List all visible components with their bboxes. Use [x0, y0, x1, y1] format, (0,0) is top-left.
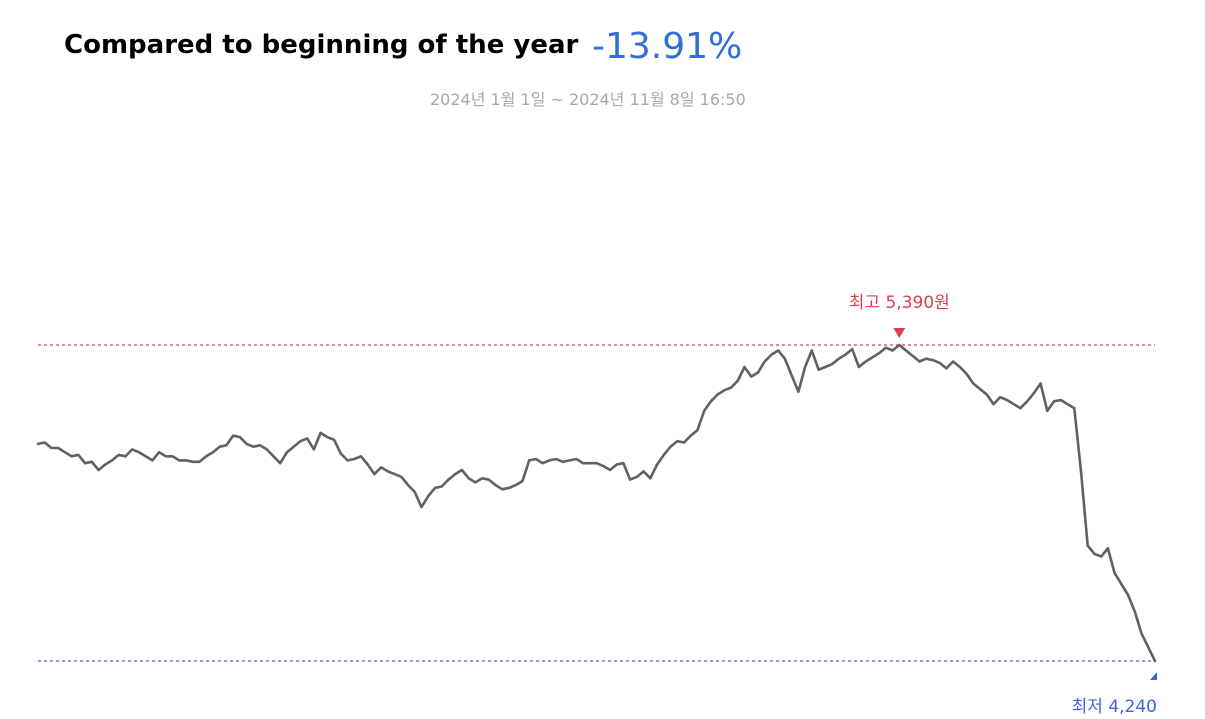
- price-series-line: [36, 343, 1157, 663]
- date-range: 2024년 1월 1일 ~ 2024년 11월 8일 16:50: [430, 90, 746, 109]
- high-marker-icon: [893, 328, 906, 338]
- low-label: 최저 4,240: [1072, 697, 1157, 717]
- low-marker-icon: [1150, 672, 1157, 680]
- chart-title: Compared to beginning of the year: [64, 30, 579, 60]
- high-label: 최고 5,390원: [849, 293, 950, 313]
- percent-change: -13.91%: [592, 26, 743, 67]
